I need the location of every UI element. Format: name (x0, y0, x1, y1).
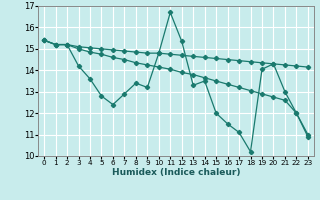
X-axis label: Humidex (Indice chaleur): Humidex (Indice chaleur) (112, 168, 240, 177)
